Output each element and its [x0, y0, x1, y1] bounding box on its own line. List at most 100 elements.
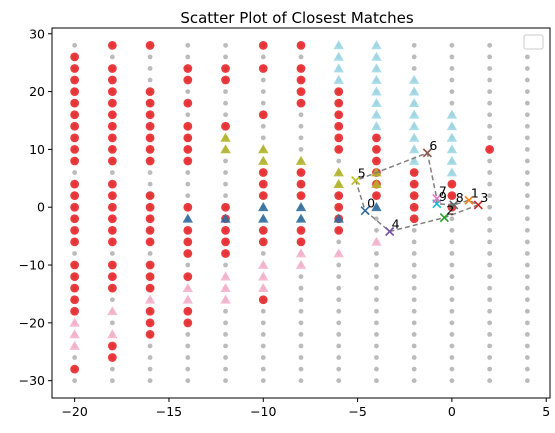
match-triangle	[446, 109, 458, 119]
match-point	[258, 237, 268, 247]
grid-point	[336, 274, 342, 279]
match-point	[145, 283, 155, 293]
grid-point	[147, 366, 153, 372]
grid-point	[223, 158, 228, 164]
grid-point	[298, 135, 304, 141]
grid-point	[298, 308, 304, 314]
grid-point	[524, 262, 530, 268]
match-triangle	[446, 132, 458, 142]
grid-point	[336, 343, 342, 349]
grid-point	[336, 158, 342, 164]
match-point	[70, 283, 80, 293]
match-triangle	[258, 155, 269, 165]
grid-point	[374, 366, 379, 372]
match-point	[107, 64, 117, 73]
grid-point	[411, 274, 417, 279]
grid-point	[524, 123, 530, 129]
match-triangle	[371, 63, 382, 73]
grid-point	[374, 355, 379, 360]
match-triangle	[220, 132, 231, 142]
grid-point	[449, 54, 455, 60]
match-point	[296, 64, 306, 73]
grid-point	[524, 66, 530, 71]
match-point	[107, 353, 117, 362]
match-point	[334, 225, 344, 235]
grid-point	[298, 285, 304, 291]
match-point	[70, 64, 80, 73]
grid-point	[411, 227, 417, 233]
grid-point	[487, 100, 493, 106]
grid-point	[524, 366, 530, 372]
match-point	[70, 237, 80, 247]
match-point	[107, 110, 117, 120]
grid-point	[449, 355, 455, 360]
grid-point	[524, 158, 530, 164]
grid-point	[336, 378, 342, 384]
grid-point	[524, 54, 530, 60]
match-point	[107, 341, 117, 351]
grid-point	[487, 123, 493, 129]
y-tick-label: 30	[29, 26, 45, 41]
grid-point	[260, 308, 266, 314]
match-point	[107, 191, 117, 201]
grid-point	[524, 77, 530, 83]
grid-point	[374, 308, 379, 314]
match-point	[334, 110, 344, 120]
grid-point	[147, 251, 153, 256]
grid-point	[524, 204, 530, 210]
grid-point	[374, 332, 379, 337]
grid-point	[487, 42, 493, 48]
grid-point	[109, 320, 115, 326]
grid-point	[524, 378, 530, 384]
match-triangle	[408, 132, 420, 142]
grid-point	[487, 332, 493, 337]
match-point	[258, 64, 268, 73]
grid-point	[524, 239, 530, 245]
grid-point	[260, 54, 266, 60]
grid-point	[223, 343, 228, 349]
grid-point	[449, 216, 455, 222]
grid-point	[524, 227, 530, 233]
grid-point	[185, 366, 191, 372]
grid-point	[524, 181, 530, 187]
y-tick-label: 10	[29, 142, 45, 157]
grid-point	[298, 112, 304, 118]
match-point	[296, 98, 306, 108]
grid-point	[223, 355, 228, 360]
match-triangle	[69, 340, 80, 350]
match-point	[183, 237, 193, 247]
grid-point	[449, 251, 455, 256]
match-point	[145, 87, 155, 96]
match-point	[409, 191, 419, 201]
match-triangle	[295, 155, 307, 165]
grid-point	[449, 343, 455, 349]
grid-point	[260, 320, 266, 326]
match-point	[183, 156, 193, 166]
match-point	[183, 121, 193, 131]
path-point-label: 3	[480, 190, 488, 205]
match-point	[145, 202, 155, 212]
match-triangle	[182, 294, 194, 304]
match-point	[258, 179, 268, 189]
grid-point	[298, 147, 304, 152]
match-point	[183, 202, 193, 212]
match-point	[258, 191, 268, 201]
match-point	[107, 87, 117, 96]
match-triangle	[408, 144, 420, 154]
grid-point	[223, 308, 228, 314]
match-triangle	[258, 271, 269, 281]
grid-point	[223, 170, 228, 175]
match-triangle	[371, 109, 382, 119]
match-triangle	[258, 259, 269, 269]
match-triangle	[220, 271, 231, 281]
grid-point	[147, 66, 153, 71]
match-triangle	[371, 178, 382, 188]
grid-point	[185, 112, 191, 118]
grid-point	[449, 274, 455, 279]
grid-point	[298, 123, 304, 129]
match-triangle	[295, 259, 307, 269]
match-point	[70, 272, 80, 281]
